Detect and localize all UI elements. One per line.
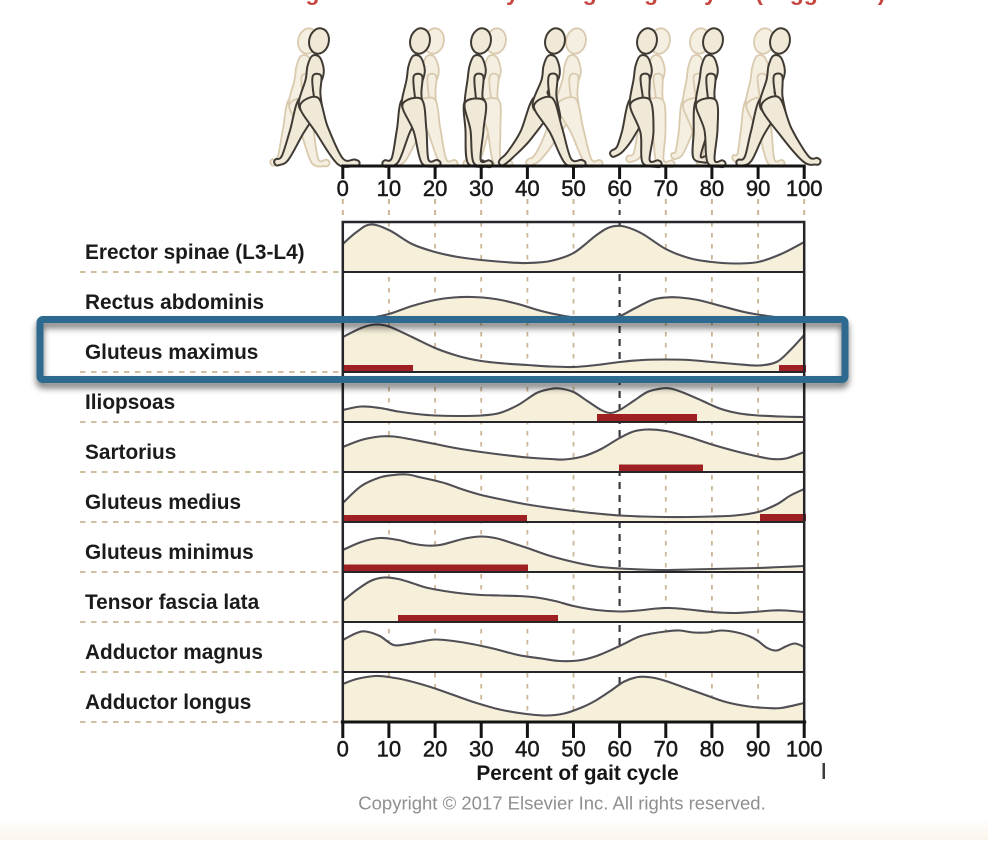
svg-text:0: 0 [337,176,349,201]
svg-text:10: 10 [377,176,401,201]
svg-text:Timing of muscle activity duri: Timing of muscle activity during the gai… [244,0,885,5]
svg-text:80: 80 [700,737,724,762]
svg-text:Iliopsoas: Iliopsoas [85,391,175,414]
svg-text:30: 30 [469,176,493,201]
svg-text:Percent of gait cycle: Percent of gait cycle [476,762,678,785]
svg-text:Copyright © 2017 Elsevier Inc.: Copyright © 2017 Elsevier Inc. All right… [358,793,765,814]
svg-text:20: 20 [423,176,447,201]
svg-text:50: 50 [561,737,585,762]
svg-text:20: 20 [423,737,447,762]
svg-text:Adductor magnus: Adductor magnus [85,641,263,664]
svg-text:30: 30 [469,737,493,762]
svg-text:100: 100 [786,176,823,201]
svg-text:90: 90 [746,737,770,762]
svg-text:Gluteus maximus: Gluteus maximus [85,341,258,364]
svg-text:Erector spinae (L3-L4): Erector spinae (L3-L4) [85,241,305,264]
svg-text:60: 60 [607,176,631,201]
svg-text:90: 90 [746,176,770,201]
svg-text:70: 70 [654,176,678,201]
svg-text:10: 10 [377,737,401,762]
svg-text:40: 40 [515,176,539,201]
svg-text:Gluteus minimus: Gluteus minimus [85,541,254,564]
svg-text:Gluteus medius: Gluteus medius [85,491,241,514]
svg-text:70: 70 [654,737,678,762]
svg-text:Sartorius: Sartorius [85,441,176,464]
svg-text:Tensor fascia lata: Tensor fascia lata [85,591,260,614]
svg-text:100: 100 [786,737,823,762]
svg-text:80: 80 [700,176,724,201]
svg-text:Adductor longus: Adductor longus [85,691,251,714]
svg-text:40: 40 [515,737,539,762]
svg-text:60: 60 [607,737,631,762]
svg-text:50: 50 [561,176,585,201]
svg-text:Rectus abdominis: Rectus abdominis [85,291,264,314]
svg-text:0: 0 [337,737,349,762]
